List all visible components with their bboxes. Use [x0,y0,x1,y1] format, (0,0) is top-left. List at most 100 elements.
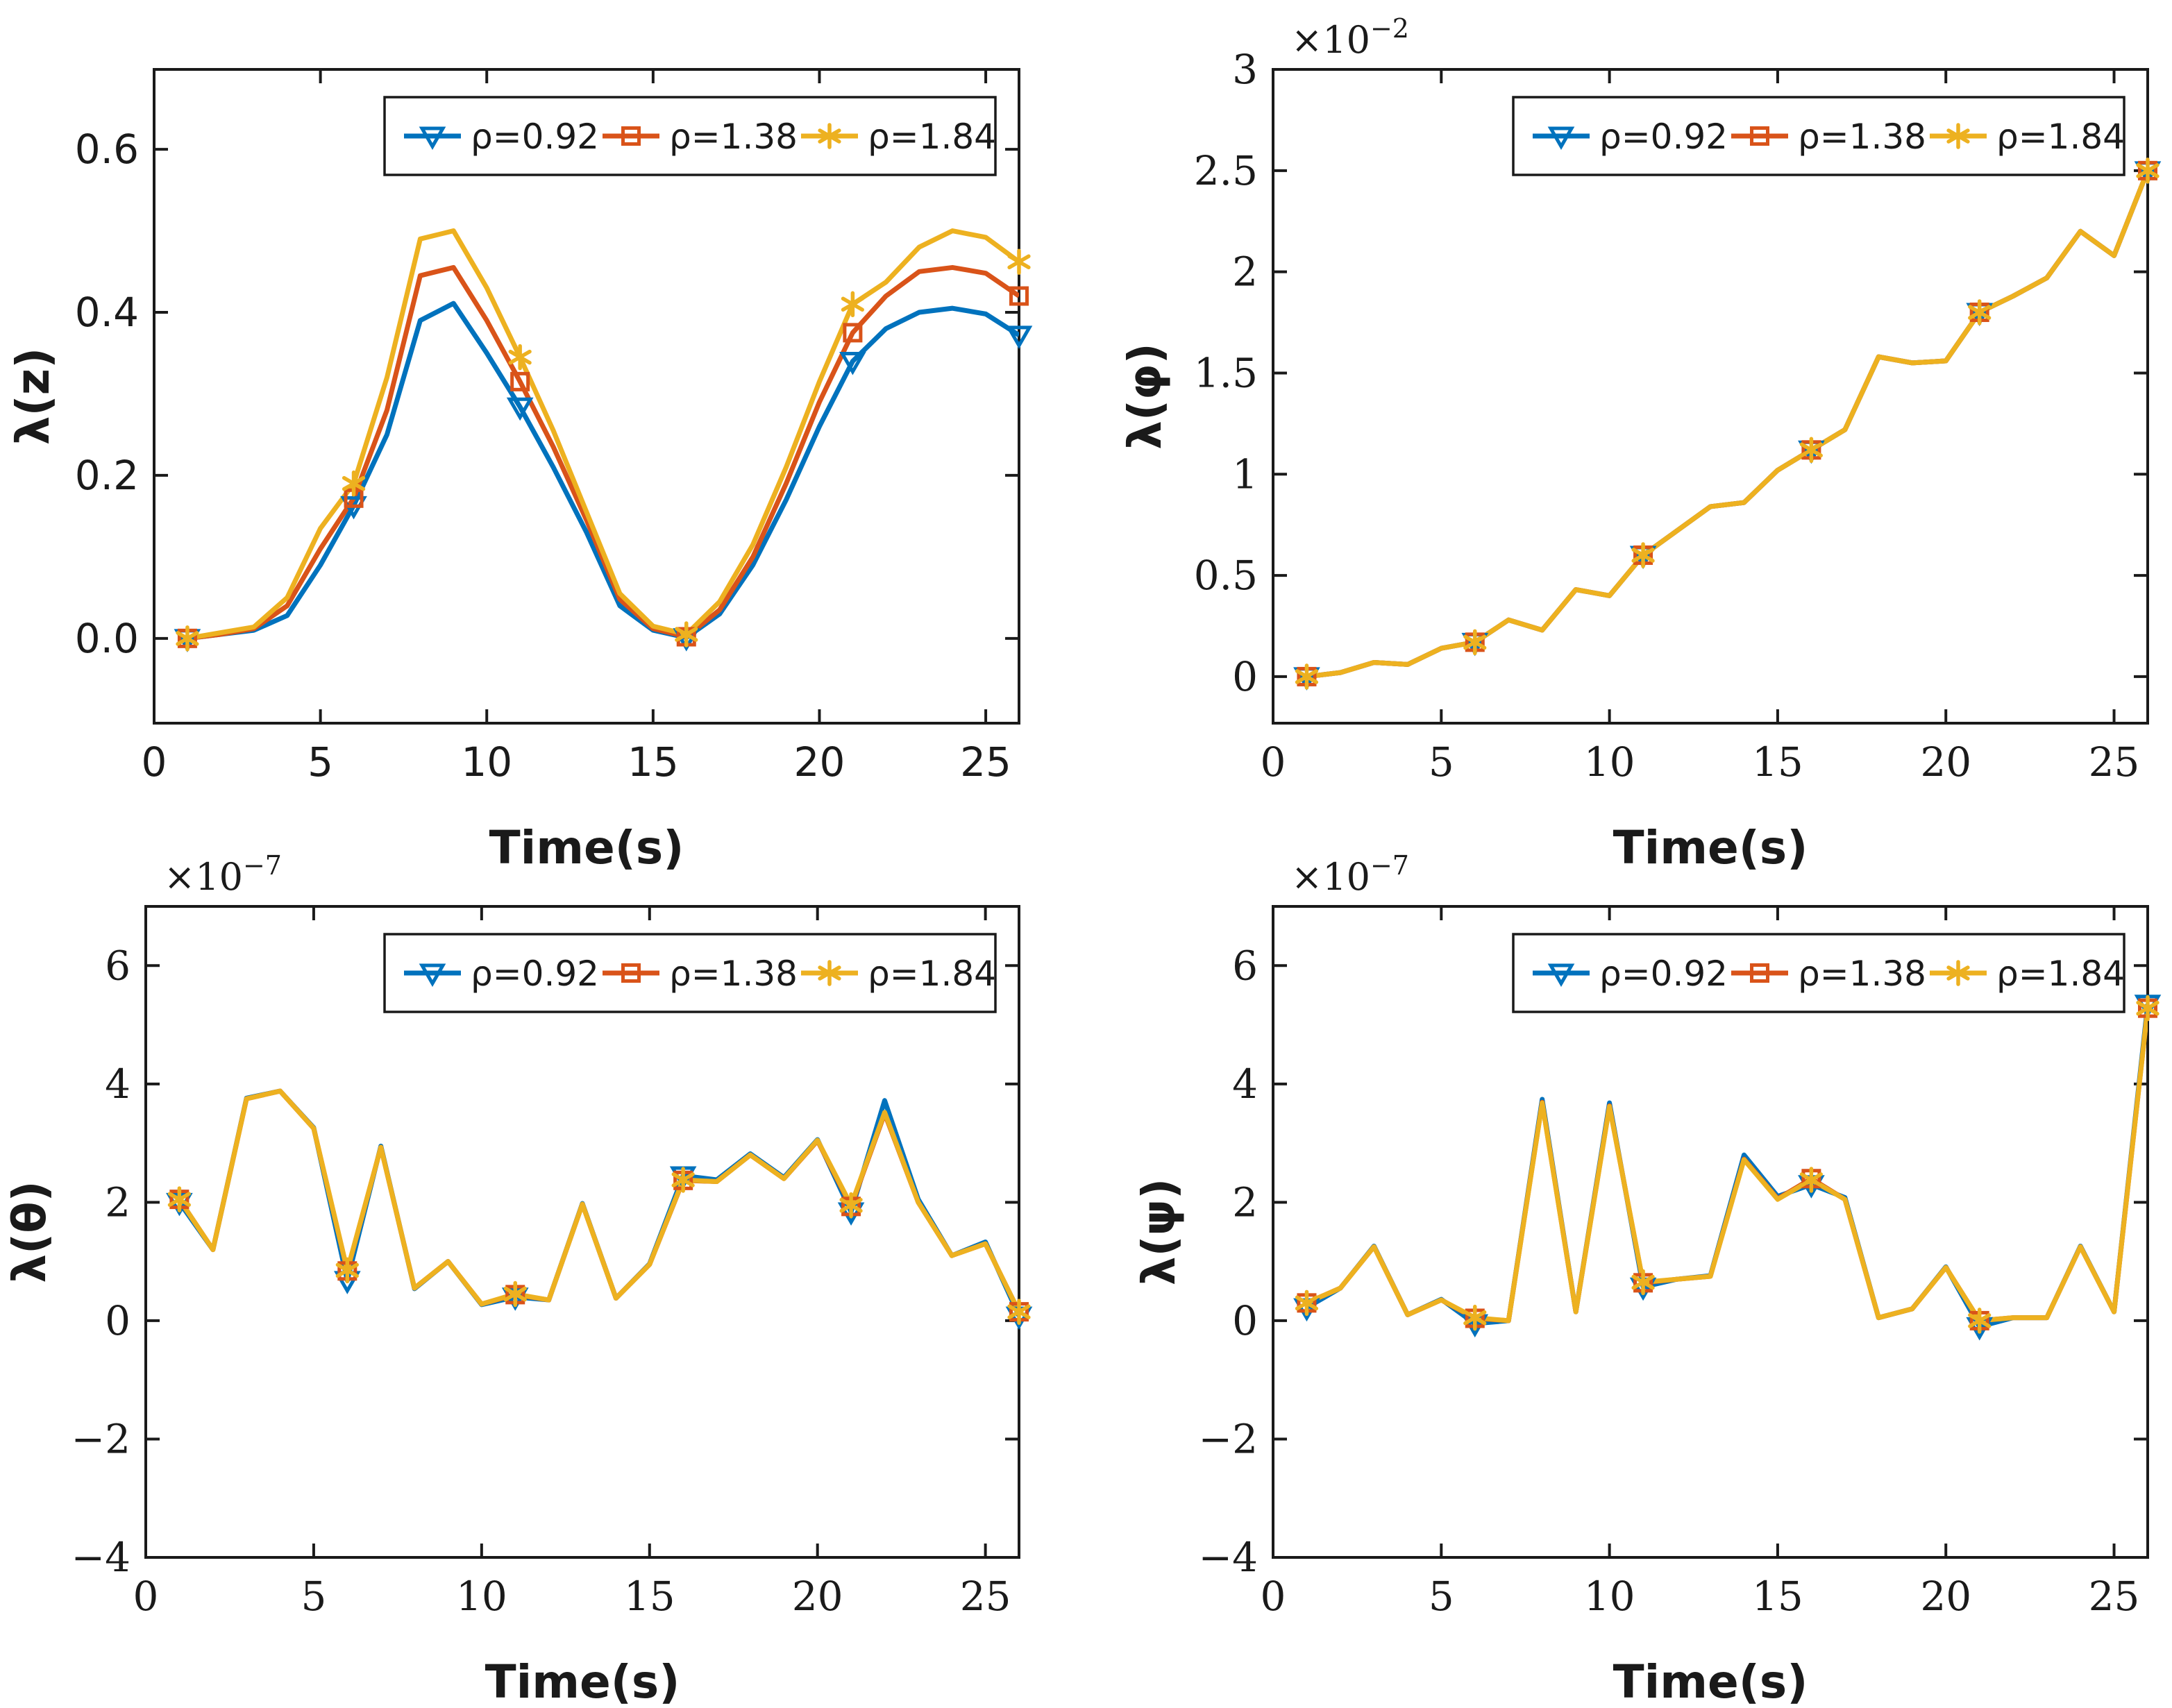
x-tick-label: 0 [1261,738,1286,786]
marker-asterisk-icon [839,1197,863,1213]
marker-asterisk-icon [818,965,841,981]
y-tick-label: 3 [1232,46,1258,93]
legend-entry: ρ=1.84 [1930,954,2125,994]
y-tick-label: 1 [1232,450,1258,498]
x-tick-label: 5 [1429,1573,1454,1620]
series-line-rho-092 [1305,1004,2148,1329]
x-tick-label: 20 [1920,738,1971,786]
marker-asterisk-icon [335,1262,359,1278]
legend-box [1512,96,2125,176]
y-axis-offset-label: ×10−7 [164,850,282,899]
legend-entry: ρ=0.92 [1533,117,1728,157]
marker-square-icon [1750,963,1769,983]
y-tick-label: 0.5 [1194,552,1258,599]
marker-asterisk-icon [1631,1274,1655,1290]
x-tick-label: 15 [624,1573,675,1620]
axes-box [1272,68,2149,725]
series-lines [1306,169,2148,679]
y-tick-label: 0 [105,1297,131,1344]
x-tick-label: 25 [2089,1573,2140,1620]
y-tick-label: 6 [105,942,131,989]
x-axis-label: Time(s) [1613,1655,1808,1708]
marker-triangle-down-icon [1547,963,1575,988]
marker-square-icon [843,323,863,343]
y-tick-label: 2 [1232,1178,1258,1226]
y-tick-label: 0.0 [75,615,139,662]
x-tick-label: 5 [301,1573,326,1620]
y-axis-offset-label: ×10−7 [1291,850,1409,899]
series-line-rho-184 [177,1088,1019,1313]
legend: ρ=0.92 ρ=1.38 ρ=1.84 [383,96,997,176]
x-tick-label: 10 [456,1573,507,1620]
legend: ρ=0.92 ρ=1.38 ρ=1.84 [1512,96,2125,176]
x-tick-label: 0 [133,1573,159,1620]
marker-asterisk-icon [508,349,532,365]
y-tick-label: 0.2 [75,452,139,499]
marker-asterisk-icon [2136,1000,2160,1016]
series-lines [187,228,1019,641]
legend-label: ρ=0.92 [471,954,599,994]
marker-square-icon [510,371,530,391]
y-tick-label: −2 [71,1415,131,1462]
marker-square-icon [1750,126,1769,146]
marker-asterisk-icon [675,627,698,642]
x-tick-label: 0 [142,738,167,786]
marker-triangle-down-icon [419,963,446,988]
series-lines [1305,1004,2148,1329]
x-tick-label: 20 [792,1573,843,1620]
legend-entry: ρ=1.84 [1930,117,2125,157]
y-tick-label: 0.4 [75,289,139,336]
x-tick-label: 10 [1584,738,1635,786]
marker-asterisk-icon [1295,1295,1319,1311]
series-line-rho-138 [187,264,1019,641]
series-line-rho-184 [187,228,1019,641]
legend-label: ρ=0.92 [1599,117,1728,157]
marker-asterisk-icon [671,1172,695,1187]
marker-asterisk-icon [1946,128,1970,144]
x-tick-label: 25 [2089,738,2140,786]
marker-square-icon [621,126,641,146]
y-axis-label: λ(φ) [1118,343,1172,450]
y-tick-label: 4 [1232,1060,1258,1108]
legend: ρ=0.92 ρ=1.38 ρ=1.84 [383,933,997,1013]
x-tick-label: 15 [628,738,679,786]
y-tick-label: 0 [1232,1297,1258,1344]
legend-label: ρ=1.38 [669,117,798,157]
marker-asterisk-icon [1631,548,1655,563]
x-axis-label: Time(s) [1613,821,1808,874]
marker-triangle-down-icon [419,126,446,151]
series-line-rho-092 [1306,169,2148,679]
y-axis-label: λ(z) [6,348,60,446]
marker-asterisk-icon [503,1286,527,1302]
y-tick-label: 2 [1232,248,1258,296]
marker-asterisk-icon [1295,669,1319,684]
legend-entry: ρ=0.92 [404,117,599,157]
series-line-rho-184 [1306,1008,2148,1324]
legend-label: ρ=1.38 [1798,117,1926,157]
x-axis-label: Time(s) [485,1655,680,1708]
y-tick-label: 2.5 [1194,147,1258,194]
marker-triangle-down-icon [839,351,866,375]
marker-asterisk-icon [1463,634,1487,650]
x-tick-label: 20 [794,738,845,786]
legend-label: ρ=1.84 [868,954,996,994]
legend-label: ρ=1.84 [1996,117,2125,157]
y-axis-offset-label: ×10−2 [1291,13,1409,62]
marker-asterisk-icon [1007,254,1031,269]
marker-square-icon [621,963,641,983]
marker-triangle-down-icon [506,397,534,421]
marker-asterisk-icon [1007,1304,1031,1319]
marker-triangle-down-icon [1547,126,1575,151]
legend-label: ρ=0.92 [1599,954,1728,994]
axes-box [144,905,1020,1559]
x-tick-label: 10 [1584,1573,1635,1620]
y-tick-label: 2 [105,1178,131,1226]
marker-asterisk-icon [176,631,199,646]
marker-asterisk-icon [841,296,864,312]
marker-asterisk-icon [1799,442,1823,458]
marker-asterisk-icon [342,475,366,491]
x-tick-label: 10 [461,738,512,786]
